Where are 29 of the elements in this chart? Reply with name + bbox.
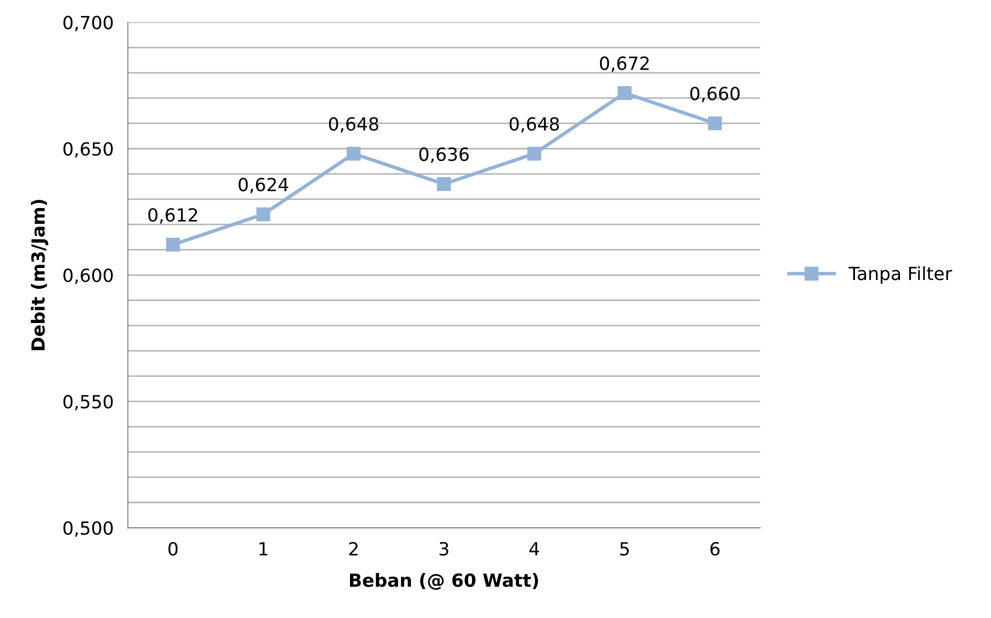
data-label: 0,612 (148, 208, 198, 224)
point (527, 146, 542, 161)
y-tick-label: 0,550 (63, 394, 113, 410)
point (346, 146, 361, 161)
point (708, 116, 722, 130)
data-label: 0,648 (510, 117, 559, 133)
x-tick-label: 6 (710, 542, 720, 556)
legend-label: Tanpa Filter (848, 266, 952, 284)
data-label: 0,624 (238, 178, 288, 194)
x-axis-title: Beban (@ 60 Watt) (350, 573, 538, 590)
data-label: 0,636 (419, 147, 469, 163)
x-tick-label: 3 (440, 542, 448, 556)
y-axis-title: Debit (m3/Jam) (30, 200, 48, 350)
x-tick-label: 5 (620, 542, 629, 556)
y-tick-label: 0,650 (63, 142, 113, 158)
x-tick-label: 4 (529, 542, 540, 556)
data-label: 0,660 (690, 86, 740, 102)
data-label: 0,648 (328, 117, 378, 133)
point (256, 207, 270, 222)
point (437, 177, 451, 191)
y-tick-label: 0,700 (63, 16, 113, 32)
x-tick-label: 1 (260, 542, 268, 556)
y-tick-label: 0,600 (63, 268, 113, 284)
y-tick-label: 0,500 (63, 521, 113, 537)
x-tick-label: 2 (349, 542, 358, 556)
point (166, 238, 180, 252)
x-tick-label: 0 (168, 542, 178, 556)
data-label: 0,672 (600, 56, 649, 72)
point (618, 86, 632, 100)
